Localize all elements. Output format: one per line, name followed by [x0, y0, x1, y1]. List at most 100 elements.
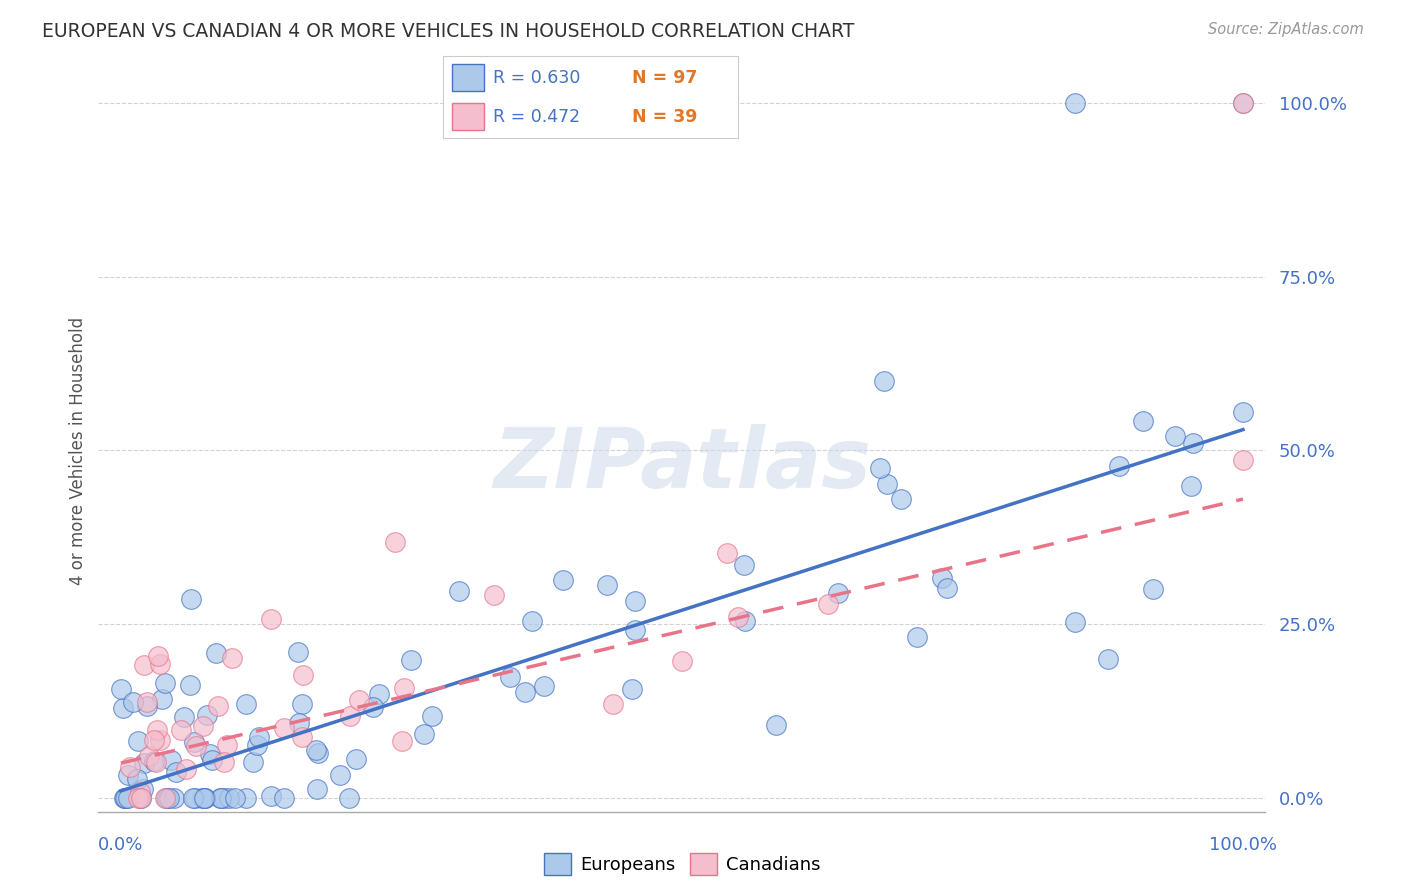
Point: [218, 790, 240, 805]
Point: [135, 695, 157, 709]
Point: [127, 772, 149, 786]
Point: [876, 477, 898, 491]
Point: [205, 646, 228, 660]
Point: [184, 790, 207, 805]
Point: [413, 727, 436, 741]
Point: [287, 645, 309, 659]
Point: [224, 790, 246, 805]
Point: [498, 670, 520, 684]
Point: [129, 790, 152, 805]
Point: [482, 588, 505, 602]
Legend: Europeans, Canadians: Europeans, Canadians: [537, 846, 827, 882]
Point: [194, 790, 217, 805]
Point: [112, 790, 135, 805]
Point: [134, 756, 156, 771]
Point: [129, 790, 152, 805]
Point: [817, 597, 839, 611]
Point: [129, 785, 152, 799]
Point: [1097, 652, 1119, 666]
Point: [1108, 458, 1130, 473]
Point: [183, 735, 205, 749]
Point: [200, 747, 222, 761]
Text: ZIPatlas: ZIPatlas: [494, 424, 870, 505]
Point: [142, 733, 165, 747]
Point: [209, 790, 232, 805]
Text: R = 0.630: R = 0.630: [494, 69, 581, 87]
Point: [127, 790, 149, 805]
Point: [337, 790, 360, 805]
Point: [117, 768, 139, 782]
Point: [307, 781, 329, 796]
Point: [727, 610, 749, 624]
Point: [1164, 429, 1187, 443]
Point: [120, 760, 142, 774]
Bar: [451, 64, 484, 92]
Point: [247, 730, 270, 744]
Point: [392, 681, 415, 695]
Point: [127, 734, 149, 748]
Point: [132, 782, 155, 797]
Point: [145, 755, 167, 769]
Text: 0.0%: 0.0%: [98, 836, 143, 854]
Point: [110, 682, 132, 697]
Point: [291, 667, 314, 681]
Point: [291, 697, 314, 711]
Text: EUROPEAN VS CANADIAN 4 OR MORE VEHICLES IN HOUSEHOLD CORRELATION CHART: EUROPEAN VS CANADIAN 4 OR MORE VEHICLES …: [42, 22, 855, 41]
Point: [869, 461, 891, 475]
Point: [384, 534, 406, 549]
Point: [235, 697, 257, 711]
Point: [184, 739, 207, 753]
Point: [193, 790, 215, 805]
Bar: [451, 103, 484, 130]
Point: [1142, 582, 1164, 597]
Point: [361, 699, 384, 714]
Point: [221, 650, 243, 665]
Text: Source: ZipAtlas.com: Source: ZipAtlas.com: [1208, 22, 1364, 37]
Point: [235, 790, 257, 805]
Point: [156, 790, 179, 805]
Point: [260, 612, 283, 626]
Point: [114, 790, 136, 805]
Point: [134, 657, 156, 672]
Point: [553, 573, 575, 587]
Point: [307, 747, 329, 761]
Point: [146, 723, 169, 737]
Point: [304, 743, 326, 757]
Point: [1232, 452, 1254, 467]
Text: N = 97: N = 97: [631, 69, 697, 87]
Point: [287, 715, 309, 730]
Point: [1232, 96, 1254, 111]
Point: [121, 695, 143, 709]
Point: [208, 790, 231, 805]
Point: [190, 790, 212, 805]
Point: [447, 584, 470, 599]
Point: [215, 738, 238, 752]
Point: [291, 730, 314, 744]
Point: [602, 698, 624, 712]
Point: [170, 723, 193, 738]
Point: [273, 790, 295, 805]
Point: [347, 693, 370, 707]
Point: [420, 709, 443, 723]
Point: [179, 678, 201, 692]
Point: [242, 756, 264, 770]
Point: [596, 578, 619, 592]
Point: [117, 790, 139, 805]
Point: [246, 738, 269, 752]
Point: [1182, 436, 1205, 450]
Point: [174, 762, 197, 776]
Point: [155, 790, 177, 805]
Point: [907, 630, 929, 644]
Point: [207, 698, 229, 713]
Point: [260, 789, 283, 804]
Point: [129, 790, 152, 805]
Point: [513, 685, 536, 699]
Point: [1180, 479, 1202, 493]
Y-axis label: 4 or more Vehicles in Household: 4 or more Vehicles in Household: [69, 317, 87, 584]
Point: [150, 692, 173, 706]
Point: [136, 699, 159, 714]
Point: [111, 701, 134, 715]
Point: [1232, 405, 1254, 419]
Point: [522, 614, 544, 628]
Point: [114, 790, 136, 805]
